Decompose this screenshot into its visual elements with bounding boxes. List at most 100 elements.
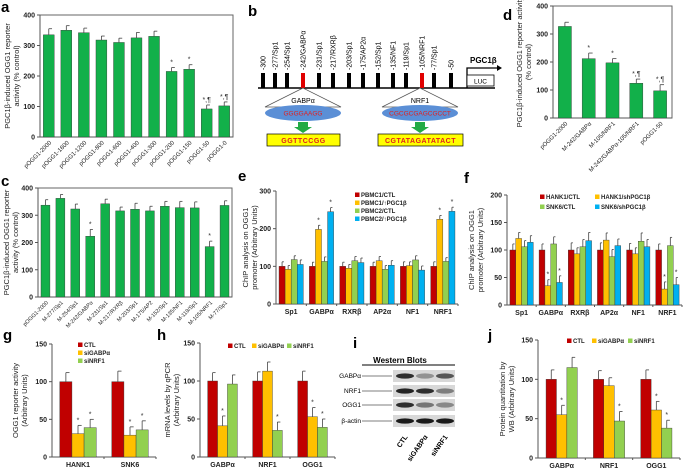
bar xyxy=(190,207,200,298)
chart-panel-j: j 0 50 100 150 Protein quantitation byWB (Arb… xyxy=(487,327,681,470)
y-tick-label: 50 xyxy=(187,417,195,424)
bar xyxy=(321,261,328,305)
bar xyxy=(566,367,578,459)
lane-label: siNRF1 xyxy=(430,434,450,458)
significance-marker: * xyxy=(665,412,668,419)
legend-swatch xyxy=(355,216,360,221)
bar xyxy=(297,264,304,305)
y-tick-label: 300 xyxy=(23,43,35,50)
lane-label: siGABPα xyxy=(406,434,430,463)
bar xyxy=(412,259,419,305)
blot-row-label: β-actin xyxy=(341,418,361,425)
y-tick-label: 50 xyxy=(525,416,533,423)
bar xyxy=(272,430,283,458)
chart-panel-f: f 0 50 100 150 200 ChIP analysis on OGG1promot… xyxy=(464,170,683,317)
bar xyxy=(653,90,667,119)
x-tick-label: HANK1 xyxy=(66,462,90,469)
y-axis-label-line: activity (% control) xyxy=(11,211,20,273)
bar xyxy=(148,36,160,138)
legend: CTL siGABPα siNRF1 xyxy=(78,342,110,365)
legend-label: CTL xyxy=(84,343,96,349)
bar xyxy=(521,246,528,306)
x-tick-label: GABPα xyxy=(210,462,235,469)
y-tick-label: 100 xyxy=(490,248,502,255)
bar xyxy=(227,383,238,458)
bar xyxy=(597,249,604,306)
bar xyxy=(626,249,633,306)
binding-site-marker xyxy=(347,73,351,88)
bar xyxy=(550,243,557,306)
binding-site-marker xyxy=(261,73,265,88)
bar xyxy=(593,379,604,459)
y-tick-label: 300 xyxy=(259,189,271,196)
x-tick-label: NF1 xyxy=(632,310,645,317)
legend-label: SNK6/shPGC1β xyxy=(601,205,646,211)
promoter-label: PGC1β xyxy=(470,56,497,65)
legend-swatch xyxy=(78,350,83,355)
chart-panel-h: h 0 50 100 150 mRNA levels by qPCR(Arbitrary … xyxy=(157,327,336,469)
protein-band xyxy=(416,388,434,394)
y-tick-label: 300 xyxy=(536,32,548,39)
legend-swatch xyxy=(228,343,233,348)
mutant-sequence: GGTTCCGG xyxy=(281,138,325,145)
bar xyxy=(40,204,51,298)
bar xyxy=(284,269,292,305)
bar xyxy=(430,266,437,305)
bar xyxy=(442,261,450,305)
significance-marker: * xyxy=(587,45,590,52)
blot-strip xyxy=(393,370,455,382)
bar xyxy=(579,246,586,306)
western-blot: i Western Blots GABPα NRF1 OGG1 β-actin CTLsiG… xyxy=(339,335,455,463)
bar xyxy=(661,288,668,306)
bar xyxy=(309,266,316,305)
legend-label: siNRF1 xyxy=(634,339,655,345)
significance-marker: * xyxy=(663,274,666,281)
binding-site-marker xyxy=(449,73,453,88)
binding-site-marker xyxy=(273,73,277,88)
bar xyxy=(130,209,140,298)
binding-site-marker xyxy=(301,73,305,88)
legend: PBMC1/CTL PBMC1/↑PGC1β PBMC2/CTL PBMC2/↑PGC… xyxy=(355,192,407,223)
x-tick-label: NF1 xyxy=(406,309,419,316)
significance-marker: * xyxy=(170,59,173,66)
bar xyxy=(290,259,298,305)
bar xyxy=(661,427,673,459)
x-tick-label: AP2α xyxy=(373,309,392,316)
y-tick-label: 200 xyxy=(21,240,33,247)
binding-site-marker xyxy=(432,73,436,88)
protein-band xyxy=(436,388,454,394)
bar xyxy=(581,58,596,119)
protein-band xyxy=(396,388,414,394)
significance-marker: * xyxy=(438,207,441,214)
down-arrow-icon xyxy=(294,122,312,133)
binding-site-marker xyxy=(361,73,365,88)
y-tick-label: 150 xyxy=(35,342,47,349)
significance-marker: * xyxy=(141,413,144,420)
bar xyxy=(667,245,674,306)
bar xyxy=(436,219,444,305)
y-axis-label: mRNA levels by qPCR(Arbitrary Units) xyxy=(163,362,181,438)
y-tick-label: 0 xyxy=(267,302,271,309)
x-tick-label: SNK6 xyxy=(121,462,140,469)
binding-site-label: -254/Sp1 xyxy=(285,41,292,70)
y-tick-label: 200 xyxy=(536,60,548,67)
y-tick-label: 0 xyxy=(529,456,533,463)
bar xyxy=(345,268,353,305)
luc-box xyxy=(466,74,495,87)
bar xyxy=(603,239,610,306)
binding-site-label: -300 xyxy=(261,56,268,70)
bar xyxy=(317,427,328,458)
significance-marker: * xyxy=(321,411,324,418)
legend-swatch xyxy=(355,200,360,205)
legend: CTL siGABPα siNRF1 xyxy=(228,343,314,350)
x-tick-label: NRF1 xyxy=(258,462,276,469)
protein-band xyxy=(396,402,414,408)
reporter-label: LUC xyxy=(474,79,487,86)
x-tick-label: GABPα xyxy=(309,309,334,316)
bar xyxy=(145,210,155,298)
x-tick-label: M-242/GABPα-105/NRF1 xyxy=(588,121,641,174)
bar xyxy=(85,236,95,298)
binding-site-label: -231/Sp1 xyxy=(317,41,324,70)
